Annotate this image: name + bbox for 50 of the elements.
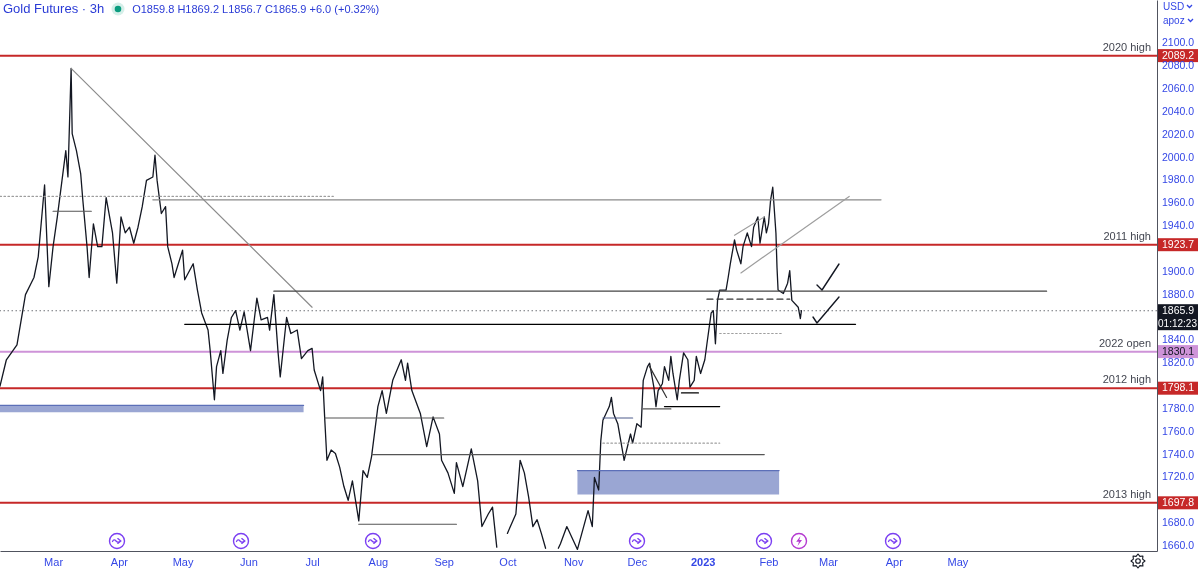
ref-line-label: 2022 open [1099,336,1151,349]
chart-subtitle: O1859.8 H1869.2 L1856.7 C1865.9 +6.0 (+0.32%) [132,2,380,15]
ref-line-label: 2012 high [1102,373,1151,386]
text: 01:12:23 [1158,317,1198,329]
y-tick-label: 1740.0 [1162,447,1195,460]
y-tick-label: 2000.0 [1162,150,1195,163]
y-tick-label: 1880.0 [1162,287,1195,300]
x-tick-label: May [172,555,194,568]
x-tick-label: 2023 [690,555,716,568]
y-tick-label: 1760.0 [1162,424,1195,437]
y-tick-label: 1960.0 [1162,196,1195,209]
y-tick-label: 2089.2 [1162,48,1195,61]
x-tick-label: Jun [240,555,258,568]
x-tick-label: Dec [627,555,648,568]
y-tick-label: 1865.9 [1162,303,1195,316]
x-tick-label: Sep [434,555,454,568]
y-tick-label: 2060.0 [1162,82,1195,94]
x-tick-label: May [947,555,969,568]
y-tick-label: 1720.0 [1162,470,1195,483]
y-tick-label: 1940.0 [1162,219,1195,232]
y-tick-label: 2080.0 [1162,59,1195,72]
y-tick-label: 1820.0 [1162,356,1195,369]
x-tick-label: Nov [563,555,584,568]
y-tick-label: 1697.8 [1162,495,1195,508]
ref-line-label: 2020 high [1102,40,1151,53]
ref-line-label: 2011 high [1103,229,1151,242]
y-tick-label: 1660.0 [1162,538,1195,551]
x-tick-label: Jul [305,555,320,568]
text: USD [1163,1,1185,12]
y-tick-label: 2040.0 [1162,104,1195,117]
x-tick-label: Aug [368,555,389,568]
y-tick-label: 1840.0 [1162,333,1195,346]
y-tick-label: 1830.1 [1162,344,1195,357]
y-tick-label: 2020.0 [1162,127,1195,140]
text: apoz [1163,15,1185,26]
y-tick-label: 1900.0 [1162,264,1195,277]
x-tick-label: Mar [818,555,839,568]
y-tick-label: 1680.0 [1162,516,1195,529]
y-tick-label: 1780.0 [1162,401,1195,414]
y-tick-label: 2100.0 [1162,36,1195,49]
x-tick-label: Feb [759,555,779,568]
x-tick-label: Oct [499,555,517,568]
y-tick-label: 1923.7 [1162,237,1195,250]
y-tick-label: 1980.0 [1162,173,1195,186]
ref-line-label: 2013 high [1102,487,1151,500]
x-tick-label: Apr [885,555,904,568]
x-tick-label: Mar [44,555,64,568]
chart-title: Gold Futures · 3h [3,1,105,16]
x-tick-label: Apr [110,555,129,568]
y-tick-label: 1798.1 [1162,381,1195,394]
